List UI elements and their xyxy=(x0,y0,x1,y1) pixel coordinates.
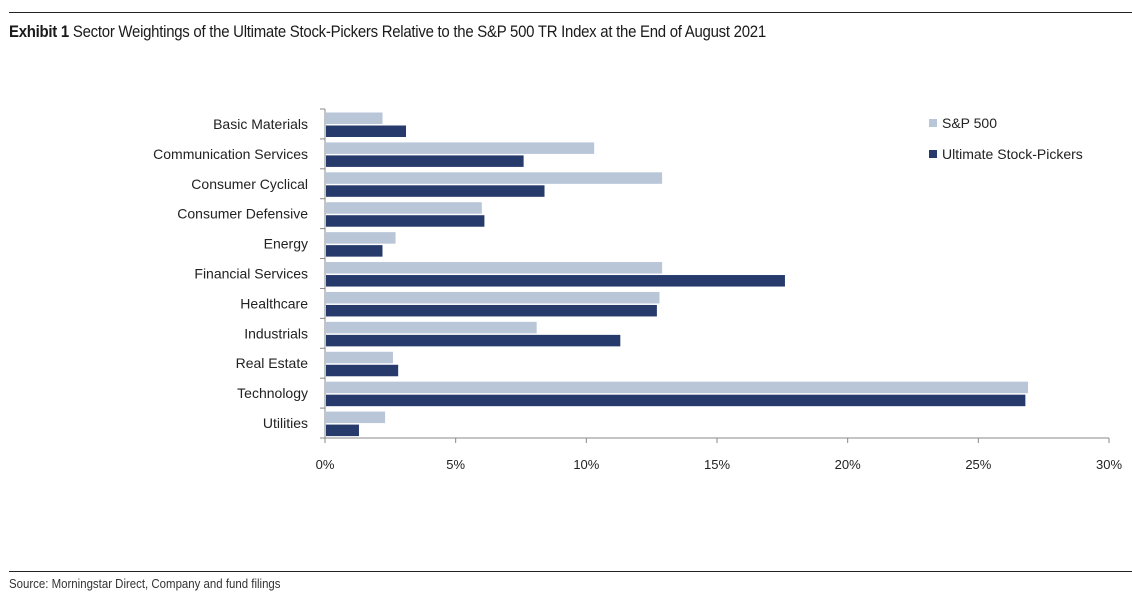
bar-ultimate-healthcare xyxy=(326,304,657,317)
bar-ultimate-industrials xyxy=(326,334,621,347)
chart-title: Exhibit 1 Sector Weightings of the Ultim… xyxy=(9,22,766,42)
bottom-rule xyxy=(9,571,1132,572)
bar-ultimate-basic-materials xyxy=(326,125,407,137)
bar-sp500-consumer-defensive xyxy=(326,202,482,214)
bar-sp500-technology xyxy=(326,381,1028,394)
bar-ultimate-financial-services xyxy=(326,275,785,287)
x-tick-label: 15% xyxy=(704,457,730,472)
x-tick-label: 0% xyxy=(316,457,335,472)
x-tick-label: 20% xyxy=(835,457,861,472)
category-label: Energy xyxy=(264,236,308,252)
x-tick-label: 25% xyxy=(965,457,991,472)
bars-group xyxy=(326,112,1028,437)
x-tick-label: 30% xyxy=(1096,457,1122,472)
bar-sp500-communication-services xyxy=(326,142,595,154)
bar-sp500-industrials xyxy=(326,321,537,334)
bar-ultimate-real-estate xyxy=(326,364,399,377)
category-label: Real Estate xyxy=(236,355,309,371)
bar-sp500-energy xyxy=(326,232,396,244)
x-tick-label: 5% xyxy=(446,457,465,472)
bar-sp500-basic-materials xyxy=(326,112,383,124)
bar-sp500-financial-services xyxy=(326,262,663,274)
legend-label-ultimate: Ultimate Stock-Pickers xyxy=(942,146,1083,162)
category-label: Consumer Defensive xyxy=(177,206,308,222)
category-label: Industrials xyxy=(244,325,308,341)
category-label: Technology xyxy=(237,385,308,401)
axes-group: Basic Materials Communication Services Con… xyxy=(153,108,1122,472)
bar-ultimate-consumer-defensive xyxy=(326,215,485,227)
bar-ultimate-technology xyxy=(326,394,1026,407)
category-label: Consumer Cyclical xyxy=(191,176,308,192)
legend: S&P 500 Ultimate Stock-Pickers xyxy=(929,115,1083,162)
bar-sp500-healthcare xyxy=(326,291,660,304)
category-label: Financial Services xyxy=(194,266,308,282)
category-label: Basic Materials xyxy=(213,116,308,132)
legend-label-sp500: S&P 500 xyxy=(942,115,997,131)
x-tick-label: 10% xyxy=(573,457,599,472)
top-rule xyxy=(9,12,1132,13)
bar-ultimate-communication-services xyxy=(326,155,524,167)
category-label: Communication Services xyxy=(153,146,308,162)
title-text: Sector Weightings of the Ultimate Stock-… xyxy=(72,22,766,41)
source-note: Source: Morningstar Direct, Company and … xyxy=(9,576,281,591)
legend-swatch-ultimate xyxy=(929,150,937,158)
bar-ultimate-utilities xyxy=(326,424,359,437)
category-label: Utilities xyxy=(263,415,308,431)
bar-sp500-consumer-cyclical xyxy=(326,172,663,184)
exhibit-label: Exhibit 1 xyxy=(9,22,69,41)
category-label: Healthcare xyxy=(240,295,308,311)
bar-sp500-utilities xyxy=(326,411,386,424)
bar-ultimate-energy xyxy=(326,245,383,257)
legend-swatch-sp500 xyxy=(929,119,937,127)
bar-sp500-real-estate xyxy=(326,351,393,364)
bar-ultimate-consumer-cyclical xyxy=(326,185,545,197)
